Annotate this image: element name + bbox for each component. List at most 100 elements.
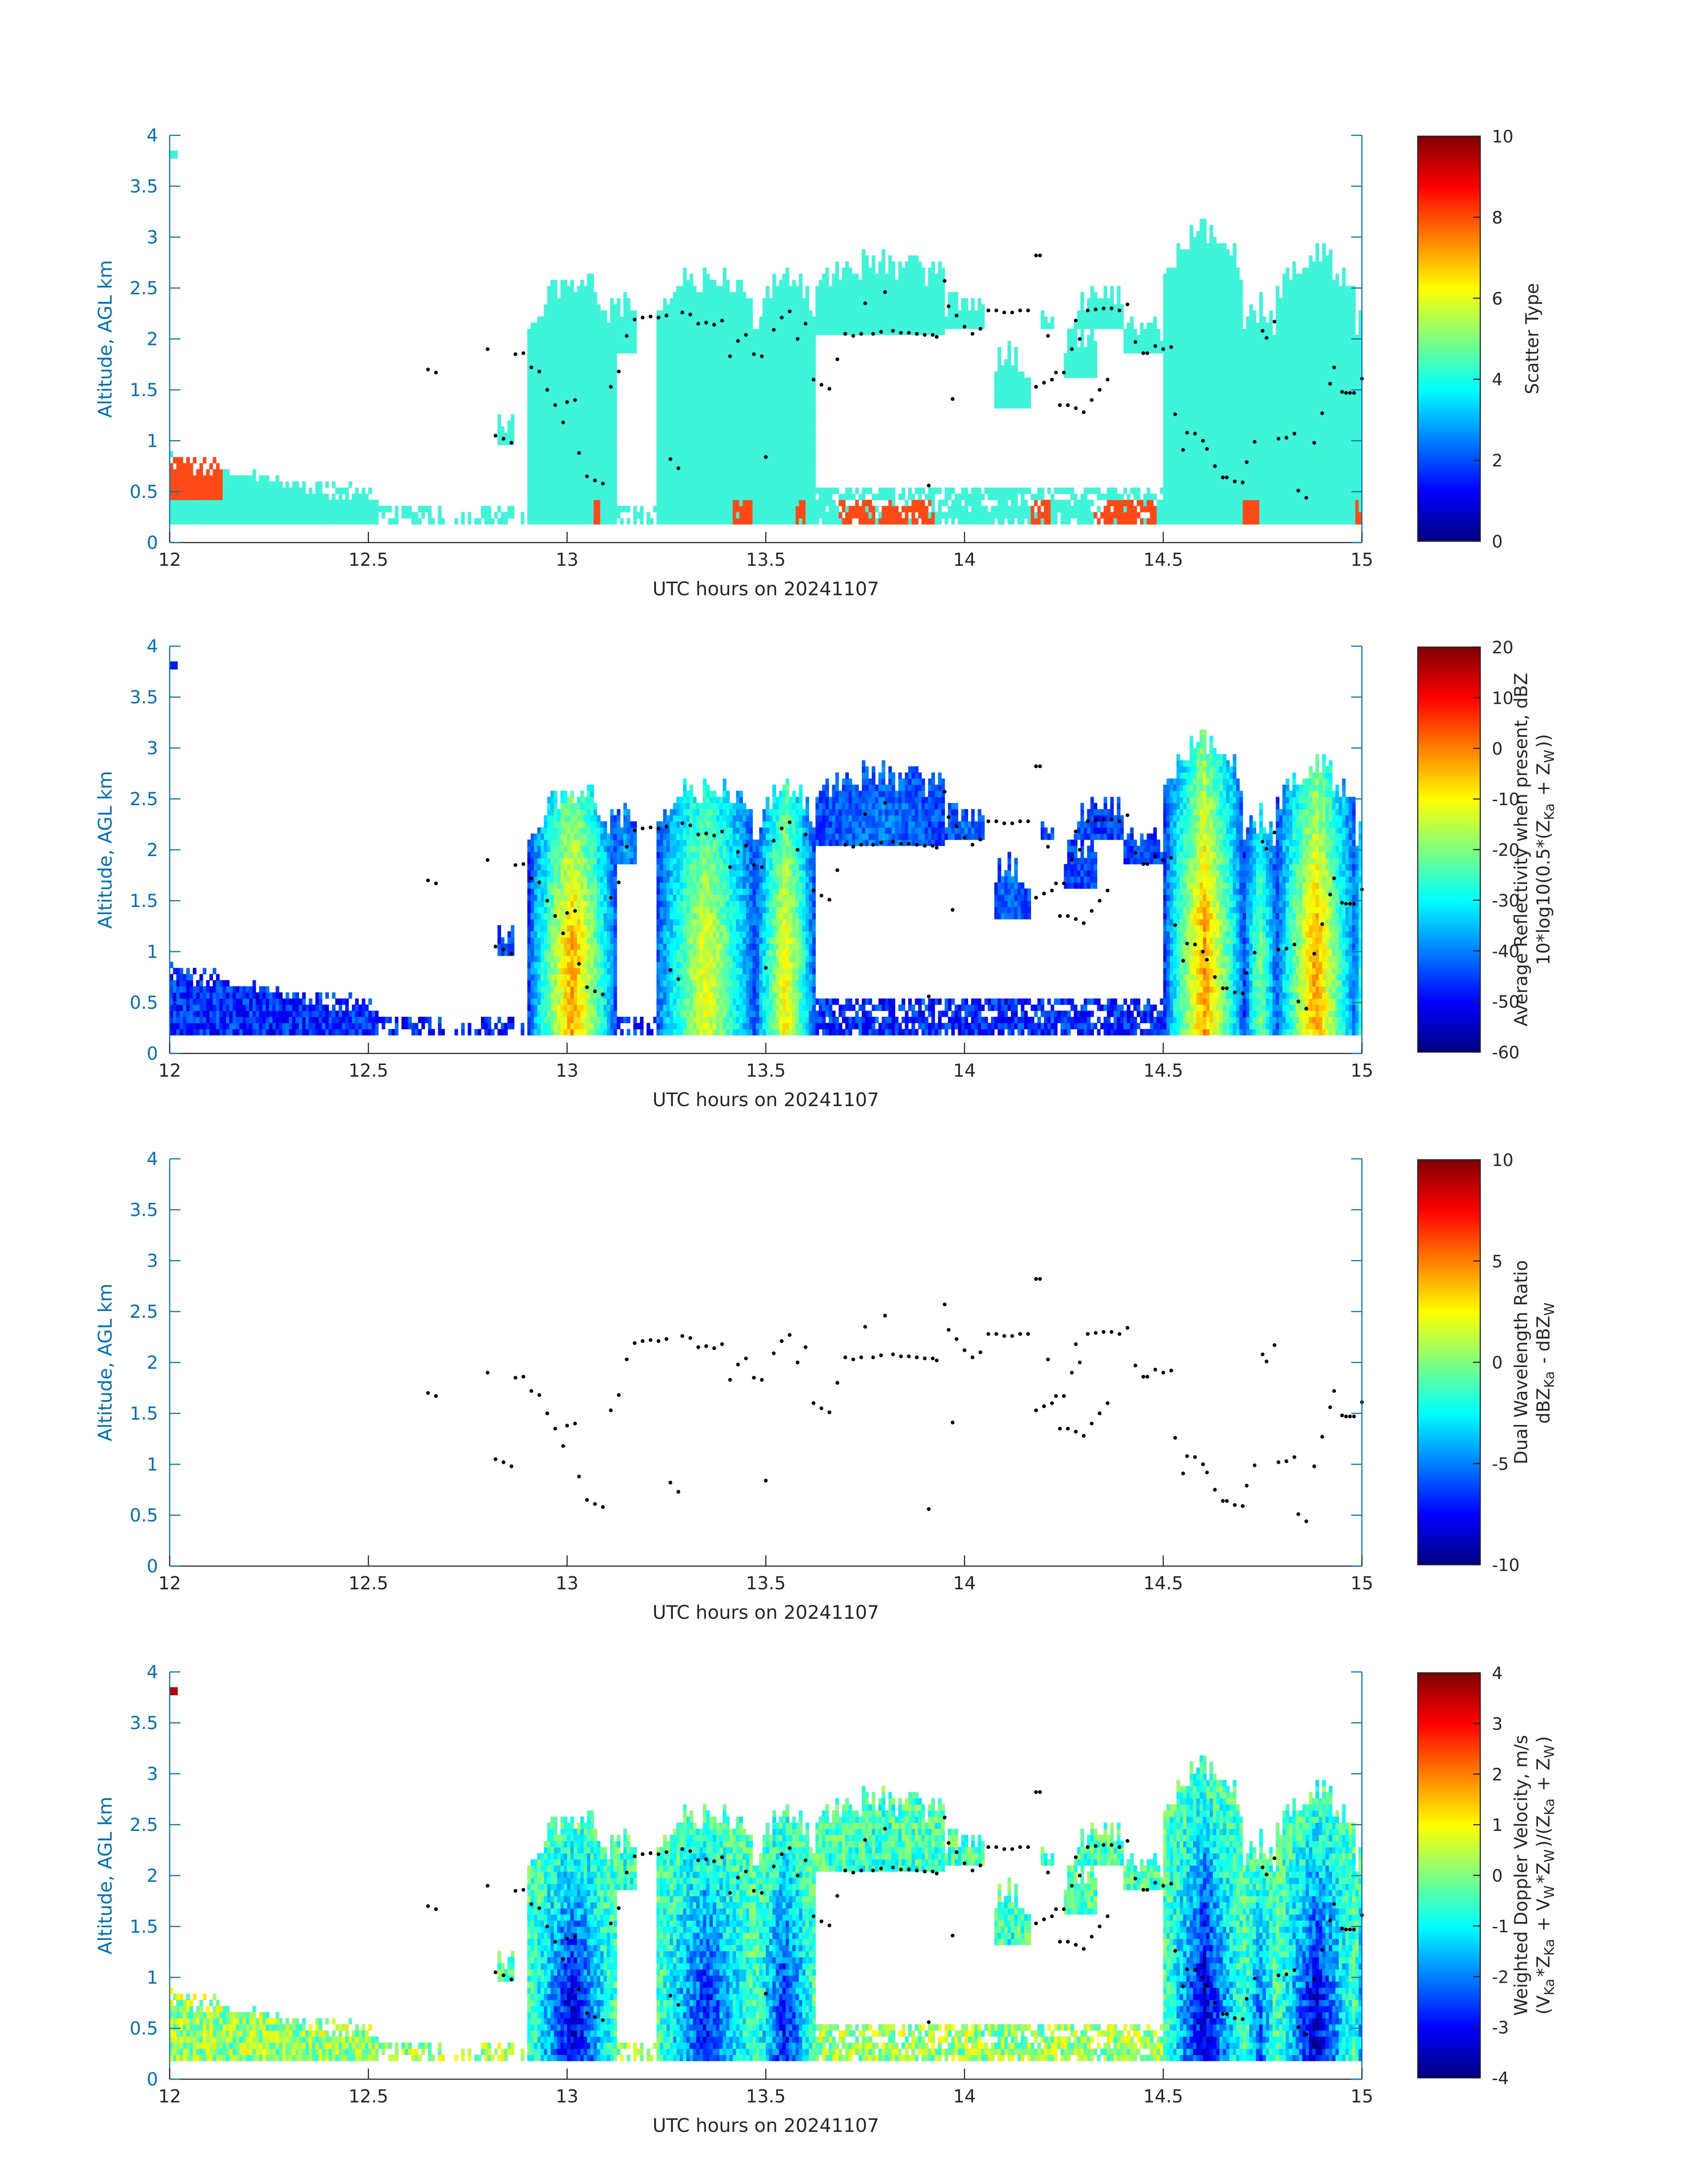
heatmap-cell [938,317,942,323]
heatmap-cell [716,476,720,482]
heatmap-cell [855,274,859,280]
heatmap-cell [749,323,753,329]
heatmap-cell [908,494,912,500]
heatmap-cell [587,286,591,292]
heatmap-cell [196,506,200,512]
heatmap-cell [746,469,750,476]
heatmap-cell [769,463,773,469]
heatmap-cell [1031,506,1034,512]
heatmap-cell [763,298,766,305]
heatmap-cell [551,335,554,341]
heatmap-cell [1133,506,1137,512]
heatmap-cell [593,378,597,384]
heatmap-cell [723,310,727,317]
heatmap-cell [812,408,816,414]
heatmap-cell [630,347,634,353]
heatmap-cell [706,457,710,464]
heatmap-cell [693,426,697,433]
heatmap-cell [1104,286,1107,292]
heatmap-cell [392,518,395,524]
heatmap-cell [663,384,667,390]
heatmap-cell [1117,512,1120,518]
heatmap-cell [696,341,700,347]
heatmap-cell [683,445,687,451]
heatmap-cell [1070,329,1074,335]
heatmap-cell [1120,506,1124,512]
heatmap-cell [716,426,720,433]
heatmap-cell [554,335,557,341]
heatmap-cell [1153,494,1157,500]
heatmap-cell [530,341,534,347]
heatmap-cell [537,408,541,414]
heatmap-cell [1160,506,1164,512]
heatmap-cell [554,317,557,323]
heatmap-cell [557,469,561,476]
heatmap-cell [842,298,846,305]
heatmap-cell [249,506,253,512]
heatmap-cell [663,457,667,464]
heatmap-cell [809,323,812,329]
heatmap-cell [865,255,869,262]
heatmap-cell [703,378,706,384]
heatmap-cell [614,512,617,518]
heatmap-cell [1150,335,1153,341]
heatmap-cell [335,488,339,494]
heatmap-cell [915,255,919,262]
heatmap-cell [971,494,975,500]
heatmap-cell [809,310,812,317]
heatmap-cell [614,500,617,506]
heatmap-cell [839,500,842,506]
heatmap-cell [180,469,183,476]
heatmap-cell [978,488,981,494]
heatmap-cell [667,390,670,396]
heatmap-cell [610,365,614,372]
heatmap-cell [869,267,872,274]
heatmap-cell [326,500,329,506]
heatmap-cell [756,469,760,476]
heatmap-cell [554,365,557,372]
heatmap-cell [680,414,683,421]
heatmap-cell [1130,488,1134,494]
heatmap-cell [580,396,584,402]
heatmap-cell [746,341,750,347]
heatmap-cell [282,500,286,506]
heatmap-cell [541,365,544,372]
heatmap-cell [693,335,697,341]
heatmap-cell [600,476,604,482]
heatmap-cell [677,329,680,335]
heatmap-cell [882,494,885,500]
heatmap-cell [630,329,634,335]
heatmap-cell [673,433,677,439]
heatmap-cell [723,481,727,488]
heatmap-cell [1007,494,1011,500]
heatmap-cell [597,317,601,323]
heatmap-cell [1144,341,1147,347]
heatmap-cell [230,506,233,512]
heatmap-cell [736,512,739,518]
heatmap-cell [713,451,716,457]
heatmap-cell [263,488,266,494]
heatmap-cell [756,494,760,500]
heatmap-cell [667,469,670,476]
heatmap-cell [710,439,713,445]
heatmap-cell [623,310,627,317]
heatmap-cell [716,396,720,402]
heatmap-cell [776,414,779,421]
heatmap-cell [918,292,922,298]
heatmap-cell [574,359,577,366]
heatmap-cell [951,298,955,305]
heatmap-cell [888,329,892,335]
heatmap-cell [733,305,736,311]
heatmap-cell [789,420,793,426]
heatmap-cell [564,457,568,464]
heatmap-cell [809,469,812,476]
heatmap-cell [706,481,710,488]
heatmap-cell [706,439,710,445]
heatmap-cell [593,457,597,464]
heatmap-cell [855,506,859,512]
heatmap-cell [1074,494,1077,500]
heatmap-cell [1074,506,1077,512]
heatmap-cell [925,305,928,311]
heatmap-cell [680,469,683,476]
heatmap-cell [286,494,289,500]
